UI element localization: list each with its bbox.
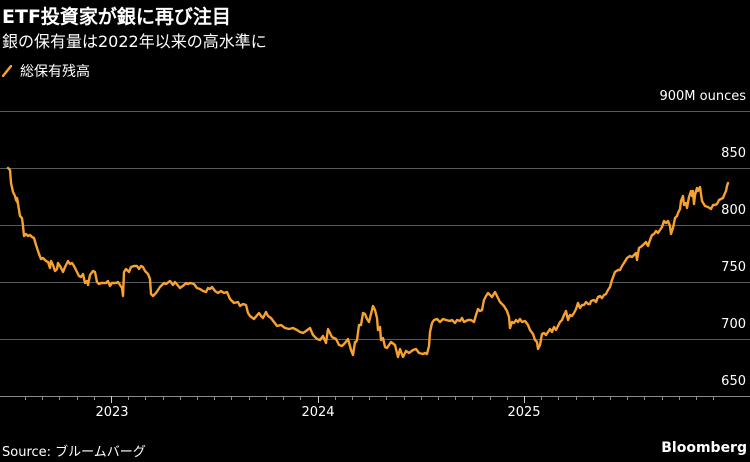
y-axis-unit-label: 900M ounces (659, 89, 746, 104)
bloomberg-logo: Bloomberg (661, 440, 747, 456)
x-axis-ticks (25, 396, 714, 403)
series-line-total-holdings (6, 166, 730, 359)
y-tick-700: 700 (721, 317, 746, 332)
chart-subtitle: 銀の保有量は2022年以来の高水準に (2, 32, 267, 51)
x-tick-2023: 2023 (95, 405, 129, 420)
legend-label: 総保有残高 (20, 64, 90, 80)
y-tick-650: 650 (721, 374, 746, 389)
line-swatch-icon (2, 65, 12, 77)
source-note: Source: ブルームバーグ (2, 445, 146, 460)
gridlines (0, 111, 750, 340)
x-tick-2025: 2025 (507, 405, 541, 420)
y-tick-800: 800 (721, 203, 746, 218)
y-tick-850: 850 (721, 146, 746, 161)
chart-title: ETF投資家が銀に再び注目 (2, 6, 231, 28)
legend: 総保有残高 (2, 61, 90, 81)
y-tick-750: 750 (721, 260, 746, 275)
x-tick-2024: 2024 (301, 405, 335, 420)
